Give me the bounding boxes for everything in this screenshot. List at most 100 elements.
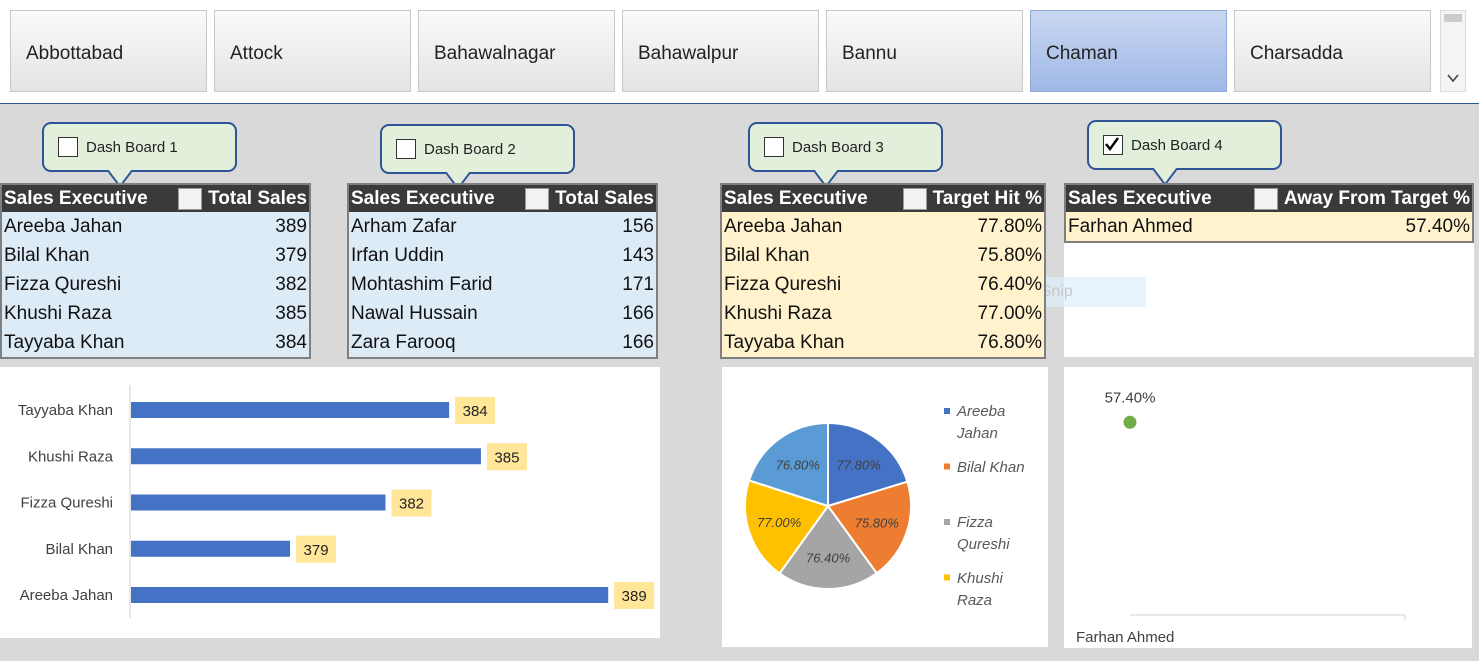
table-cell: 143 [622, 244, 654, 266]
slicer-item[interactable]: Bannu [826, 10, 1023, 92]
pivot-table: Sales Executive Target Hit % Areeba Jahan 7… [720, 183, 1046, 359]
table-row: Farhan Ahmed 57.40% [1066, 212, 1472, 241]
table-cell: Nawal Hussain [351, 302, 478, 324]
value-label-box [614, 582, 655, 609]
checkbox[interactable] [58, 137, 78, 157]
legend-entry: Fizza Qureshi [957, 514, 1010, 553]
slicer-item[interactable]: Chaman [1030, 10, 1227, 92]
value-label: 57.40% [1105, 389, 1156, 406]
slice-label: 75.80% [855, 515, 899, 530]
slicer-scrollbar[interactable] [1440, 10, 1466, 92]
table-cell: Areeba Jahan [4, 215, 123, 237]
scroll-arrows [1444, 14, 1462, 83]
value-label: 385 [494, 449, 519, 466]
table-cell: 166 [622, 302, 654, 324]
category-label: Tayyaba Khan [18, 402, 113, 419]
pie-slice [744, 479, 830, 575]
legend-marker [944, 574, 950, 581]
table-row: Khushi Raza 77.00% [722, 299, 1044, 328]
table-cell: 156 [622, 215, 654, 237]
slicer-item[interactable]: Bahawalpur [622, 10, 819, 92]
table-cell: 77.80% [977, 215, 1042, 237]
value-label-box [486, 443, 527, 471]
value-label: 379 [304, 542, 329, 559]
table-row: Areeba Jahan 389 [2, 212, 309, 241]
table-cell: Mohtashim Farid [351, 273, 493, 295]
scroll-thumb [1444, 14, 1462, 22]
filter-button[interactable] [1253, 187, 1278, 210]
table-cell: Khushi Raza [4, 302, 112, 324]
table-cell: Fizza Qureshi [4, 273, 122, 295]
table-cell: 389 [275, 215, 307, 237]
filter-button[interactable] [902, 187, 927, 210]
header-cell: Total Sales [208, 187, 307, 209]
table-cell: Fizza Qureshi [724, 273, 842, 295]
check-mark [1105, 137, 1119, 151]
table-cell: 384 [275, 331, 307, 353]
table-header: Sales Executive Away From Target % [1066, 185, 1472, 212]
table-row: Nawal Hussain 166 [349, 299, 656, 328]
dashboard-toggle[interactable]: Dash Board 2 [380, 124, 575, 174]
checkbox[interactable] [764, 137, 784, 157]
checkbox[interactable] [1103, 135, 1123, 155]
scroll-down [1447, 74, 1459, 83]
table-row: Areeba Jahan 77.80% [722, 212, 1044, 241]
legend-entry: Khushi Raza [957, 569, 1003, 609]
category-label: Khushi Raza [28, 448, 114, 465]
table-row: Tayyaba Khan 384 [2, 328, 309, 357]
table-row: Arham Zafar 156 [349, 212, 656, 241]
checkbox[interactable] [396, 139, 416, 159]
table-row: Mohtashim Farid 171 [349, 270, 656, 299]
header-cell: Sales Executive [4, 187, 148, 209]
slicer-item[interactable]: Charsadda [1234, 10, 1431, 92]
dashboard-toggle[interactable]: Dash Board 4 [1087, 120, 1282, 170]
table-row: Bilal Khan 75.80% [722, 241, 1044, 270]
header-cell: Total Sales [555, 187, 654, 209]
checkbox-label: Dash Board 1 [86, 138, 178, 156]
bar [131, 494, 386, 511]
slice-label: 76.40% [806, 550, 850, 565]
table-cell: 75.80% [977, 244, 1042, 266]
checkbox-label: Dash Board 2 [424, 140, 516, 158]
value-label-box [391, 489, 432, 517]
table-header: Sales Executive Total Sales [349, 185, 656, 212]
table-cell: 76.40% [977, 273, 1042, 295]
table-header: Sales Executive Target Hit % [722, 185, 1044, 212]
table-header: Sales Executive Total Sales [2, 185, 309, 212]
table-cell: 171 [622, 273, 654, 295]
slicer-item[interactable]: Attock [214, 10, 411, 92]
value-label-box [296, 535, 337, 563]
slicer-item[interactable]: Abbottabad [10, 10, 207, 92]
checkbox-label: Dash Board 3 [792, 138, 884, 156]
checkbox-label: Dash Board 4 [1131, 136, 1223, 154]
category-label: Farhan Ahmed [1076, 629, 1174, 646]
dashboard-toggle[interactable]: Dash Board 3 [748, 122, 943, 172]
legend-entry: Bilal Khan [957, 458, 1025, 476]
slice-label: 76.80% [776, 457, 820, 472]
pivot-table: Sales Executive Away From Target % Farhan … [1064, 183, 1474, 243]
check-mark-path [1105, 137, 1119, 151]
table-cell: Tayyaba Khan [724, 331, 845, 353]
dashboard-toggle[interactable]: Dash Board 1 [42, 122, 237, 172]
table-row: Irfan Uddin 143 [349, 241, 656, 270]
slice-label: 77.00% [757, 515, 801, 530]
table-cell: 77.00% [977, 302, 1042, 324]
table-cell: 57.40% [1405, 215, 1470, 237]
table-cell: 379 [275, 244, 307, 266]
pie-slice [826, 480, 912, 575]
header-cell: Sales Executive [724, 187, 868, 209]
table-cell: Farhan Ahmed [1068, 215, 1193, 237]
table-row: Fizza Qureshi 382 [2, 270, 309, 299]
pie-slice [747, 421, 829, 508]
filter-button[interactable] [525, 187, 550, 210]
table-row: Khushi Raza 385 [2, 299, 309, 328]
slicer-item[interactable]: Bahawalnagar [418, 10, 615, 92]
filter-button[interactable] [178, 187, 203, 210]
pie-slice [778, 504, 879, 590]
table-row: Fizza Qureshi 76.40% [722, 270, 1044, 299]
bar [131, 587, 609, 603]
table-row: Bilal Khan 379 [2, 241, 309, 270]
legend-entry: Areeba Jahan [957, 403, 1006, 442]
